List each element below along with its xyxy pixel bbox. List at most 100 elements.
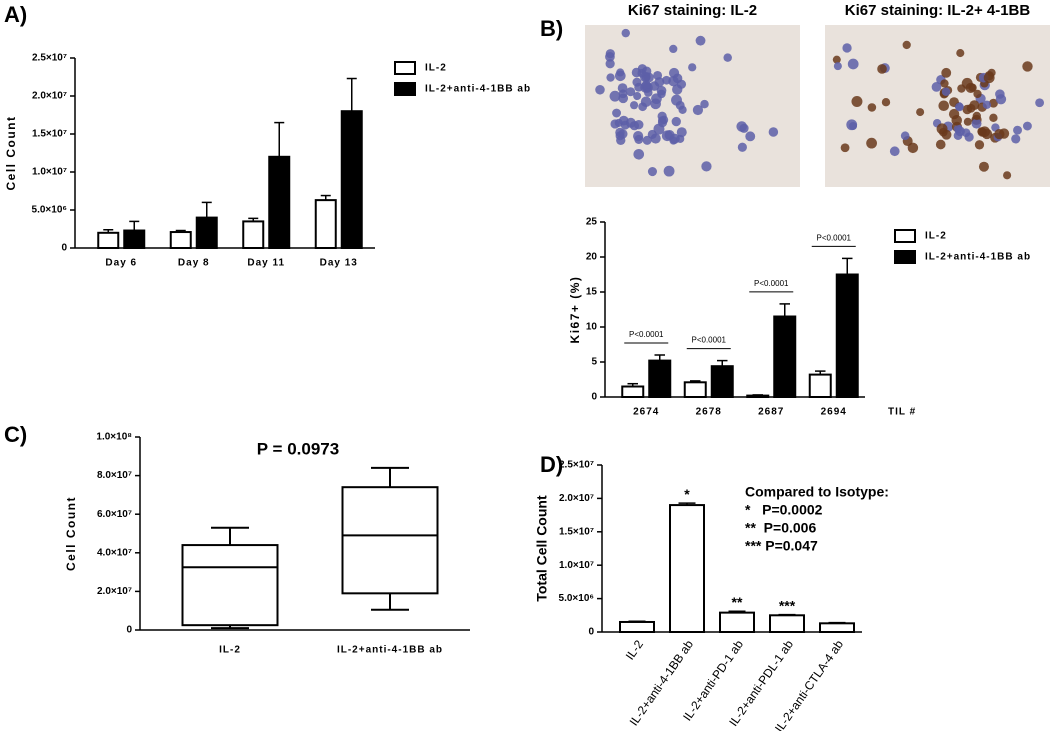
cell xyxy=(676,127,687,138)
y-tick-label: 0 xyxy=(588,627,594,638)
y-tick-label: 0 xyxy=(126,625,132,636)
cell xyxy=(832,55,841,64)
bar xyxy=(648,359,672,399)
cell xyxy=(653,123,665,135)
bar xyxy=(97,231,120,250)
cell xyxy=(978,161,989,172)
cell xyxy=(1022,61,1033,72)
bar xyxy=(819,622,855,633)
cell xyxy=(641,80,652,91)
y-tick-label: 2.0×10⁷ xyxy=(97,586,132,597)
cell xyxy=(972,111,981,121)
significance: ** xyxy=(732,594,743,610)
cell xyxy=(877,64,887,74)
bar xyxy=(710,365,734,399)
bar xyxy=(268,155,291,249)
image-title: Ki67 staining: IL-2 xyxy=(628,2,757,19)
cell xyxy=(866,137,877,149)
y-tick-label: 4.0×10⁷ xyxy=(97,547,132,558)
bar xyxy=(835,273,859,398)
cell xyxy=(941,87,951,97)
cell xyxy=(700,99,709,109)
cell xyxy=(745,131,756,142)
significance: * xyxy=(684,486,690,502)
annotation: P<0.0001 xyxy=(754,279,789,288)
annotation: P<0.0001 xyxy=(817,234,852,243)
cell xyxy=(867,103,877,112)
cell xyxy=(657,89,666,99)
bar xyxy=(314,199,337,249)
y-tick-label: 1.0×10⁷ xyxy=(559,560,594,571)
cell xyxy=(678,105,687,114)
legend-swatch xyxy=(394,61,416,75)
bar xyxy=(683,381,707,398)
cell xyxy=(971,118,982,129)
cell xyxy=(840,143,850,153)
y-tick-label: 25 xyxy=(586,217,598,228)
bar xyxy=(746,394,770,399)
y-tick-label: 1.0×10⁷ xyxy=(32,167,67,178)
cell xyxy=(768,127,779,137)
x-tick-label: 2678 xyxy=(696,407,722,418)
y-tick-label: 5 xyxy=(591,357,597,368)
legend-label: IL-2+anti-4-1BB ab xyxy=(925,252,1031,263)
y-tick-label: 5.0×10⁶ xyxy=(559,593,594,604)
cell xyxy=(1013,125,1022,135)
cell xyxy=(642,135,652,145)
micrograph xyxy=(825,25,1050,187)
legend-swatch xyxy=(894,229,916,243)
x-tick-label: Day 8 xyxy=(178,258,210,269)
cell xyxy=(632,77,642,87)
cell xyxy=(692,104,704,116)
y-tick-label: 1.5×10⁷ xyxy=(32,129,67,140)
legend-label: IL-2+anti-4-1BB ab xyxy=(425,84,531,95)
cell xyxy=(851,96,863,107)
y-axis-label: Ki67+ (%) xyxy=(568,276,582,344)
cell xyxy=(621,28,630,38)
cell xyxy=(644,88,653,97)
cell xyxy=(649,81,660,91)
cell xyxy=(595,85,605,95)
cell xyxy=(663,165,675,177)
bar xyxy=(340,110,363,249)
cell xyxy=(633,148,645,160)
cell xyxy=(672,84,683,95)
cell xyxy=(833,62,842,71)
cell xyxy=(994,128,1005,140)
cell xyxy=(641,66,652,76)
cell xyxy=(889,146,900,157)
cell xyxy=(688,63,697,72)
y-tick-label: 20 xyxy=(586,252,598,263)
bar xyxy=(123,229,146,250)
cell xyxy=(618,89,628,99)
y-tick-label: 5.0×10⁶ xyxy=(32,205,67,216)
y-tick-label: 2.0×10⁷ xyxy=(32,91,67,102)
cell xyxy=(977,127,986,136)
cell xyxy=(605,59,615,69)
panel-label: C) xyxy=(4,422,27,447)
cell xyxy=(723,53,732,62)
y-axis-label: Cell Count xyxy=(64,496,78,571)
cell xyxy=(931,82,942,92)
y-tick-label: 15 xyxy=(586,287,598,298)
x-tick-label: Day 13 xyxy=(320,258,358,269)
cell xyxy=(618,115,629,126)
box xyxy=(341,486,439,595)
y-axis-label: Cell Count xyxy=(4,116,18,191)
bar xyxy=(669,504,705,633)
cell xyxy=(982,100,992,110)
significance: *** xyxy=(779,597,796,613)
annotation: P = 0.0973 xyxy=(257,439,339,458)
cell xyxy=(737,142,747,152)
cell xyxy=(935,139,946,150)
cell xyxy=(701,161,712,172)
cell xyxy=(961,77,973,89)
cell xyxy=(1011,134,1021,144)
panel-label: D) xyxy=(540,452,563,477)
cell xyxy=(963,117,972,126)
cell xyxy=(962,104,973,115)
y-tick-label: 2.5×10⁷ xyxy=(559,460,594,471)
bar xyxy=(619,620,655,633)
cell xyxy=(961,128,971,138)
